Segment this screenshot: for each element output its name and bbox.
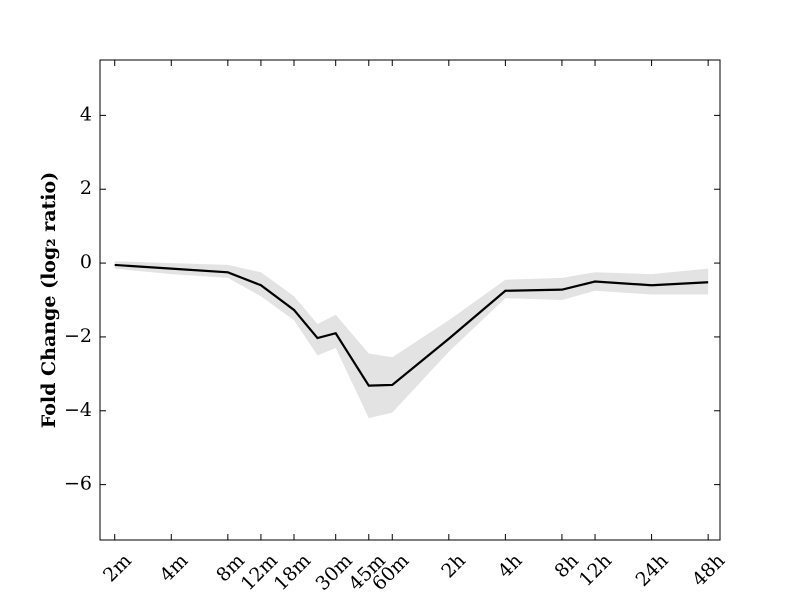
x-tick-label: 18m (270, 550, 315, 595)
x-tick-label: 48h (688, 550, 729, 591)
line (114, 263, 709, 387)
x-tick-label: 30m (311, 550, 356, 595)
y-tick-label: −4 (64, 399, 92, 421)
y-tick-label: −6 (64, 473, 92, 495)
y-tick-label: 4 (80, 103, 92, 125)
x-tick-label: 4m (156, 550, 193, 587)
x-tick-label: 12m (237, 550, 282, 595)
y-tick-label: 2 (80, 177, 92, 199)
y-tick-label: 0 (80, 251, 92, 273)
plot-frame (99, 59, 721, 541)
y-axis-label: Fold Change (log₂ ratio) (38, 172, 60, 428)
x-tick-label: 2h (437, 550, 470, 583)
confidence-band (114, 261, 709, 419)
x-tick-label: 12h (575, 550, 616, 591)
x-tick-label: 4h (494, 550, 527, 583)
x-tick-label: 24h (631, 550, 672, 591)
x-tick-label: 2m (99, 550, 136, 587)
y-tick-label: −2 (64, 325, 92, 347)
